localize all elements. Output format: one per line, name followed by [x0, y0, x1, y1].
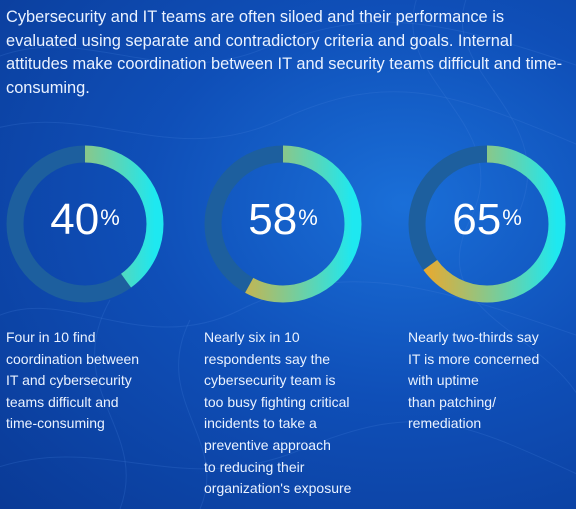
- stat-description-line: organization's exposure: [204, 480, 352, 497]
- donut-arc: [6, 145, 164, 303]
- donut-chart: [204, 145, 362, 303]
- stat-description-line: IT is more concerned: [408, 350, 540, 367]
- stat-description-line: with uptime: [408, 372, 479, 389]
- stat-description-line: Nearly six in 10: [204, 329, 300, 345]
- donut-chart: [6, 145, 164, 303]
- stat-description-line: IT and cybersecurity: [6, 372, 132, 389]
- stat-description-line: Nearly two-thirds say: [408, 329, 539, 345]
- stat-description-line: respondents say the: [204, 350, 331, 367]
- percent-sign: %: [298, 205, 318, 230]
- percent-sign: %: [502, 205, 522, 230]
- stat-description-line: cybersecurity team is: [204, 372, 336, 389]
- donut-arc: [408, 145, 566, 303]
- stat-description: Nearly two-thirds say IT is more concerne…: [408, 327, 568, 435]
- donut-chart: [408, 145, 566, 303]
- stat-description-line: Four in 10 find: [6, 329, 96, 345]
- stat-description-line: time-consuming: [6, 415, 105, 432]
- stat-donut-40: 40%: [1, 140, 169, 308]
- percent-sign: %: [100, 205, 120, 230]
- stat-description: Nearly six in 10 respondents say the cyber…: [204, 327, 374, 500]
- donut-arc: [204, 145, 362, 303]
- stat-value: 58%: [248, 195, 318, 244]
- stat-description-line: too busy fighting critical: [204, 393, 350, 410]
- stat-description-line: preventive approach: [204, 436, 331, 453]
- intro-paragraph: Cybersecurity and IT teams are often sil…: [6, 8, 563, 97]
- stat-value: 65%: [452, 195, 522, 244]
- stat-description-line: remediation: [408, 415, 482, 432]
- stat-description: Four in 10 find coordination between IT an…: [6, 327, 166, 435]
- stat-donut-65: 65%: [403, 140, 571, 308]
- stat-value: 40%: [50, 195, 120, 244]
- stat-description-line: teams difficult and: [6, 393, 119, 410]
- stat-donut-58: 58%: [199, 140, 367, 308]
- stat-description-line: coordination between: [6, 350, 140, 367]
- stat-description-line: to reducing their: [204, 458, 305, 475]
- stat-description-line: incidents to take a: [204, 415, 317, 432]
- stat-description-line: than patching/: [408, 393, 496, 410]
